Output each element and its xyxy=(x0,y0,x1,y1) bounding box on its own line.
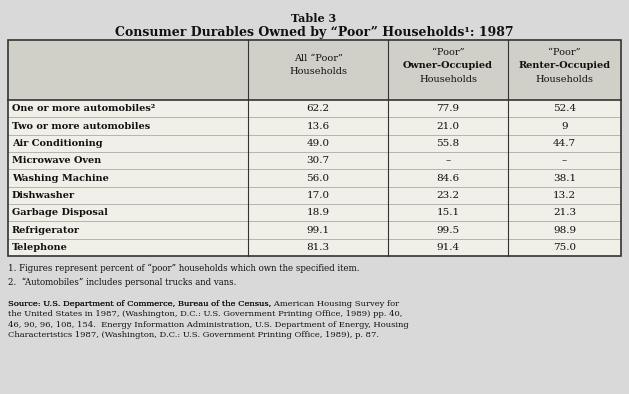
Text: Air Conditioning: Air Conditioning xyxy=(12,139,103,148)
Text: 75.0: 75.0 xyxy=(553,243,576,252)
Text: Washing Machine: Washing Machine xyxy=(12,173,109,182)
Text: Refrigerator: Refrigerator xyxy=(12,225,80,234)
Text: Renter-Occupied: Renter-Occupied xyxy=(518,61,611,70)
Text: Table 3: Table 3 xyxy=(291,13,337,24)
Text: 2.  “Automobiles” includes personal trucks and vans.: 2. “Automobiles” includes personal truck… xyxy=(8,278,237,287)
Text: Garbage Disposal: Garbage Disposal xyxy=(12,208,108,217)
Text: 81.3: 81.3 xyxy=(306,243,330,252)
Text: 21.0: 21.0 xyxy=(437,121,460,130)
Text: 77.9: 77.9 xyxy=(437,104,460,113)
Text: Households: Households xyxy=(535,75,594,84)
Text: 13.6: 13.6 xyxy=(306,121,330,130)
Text: Source: U.S. Department of Commerce, Bureau of the Census, American Housing Surv: Source: U.S. Department of Commerce, Bur… xyxy=(8,300,409,339)
Text: One or more automobiles²: One or more automobiles² xyxy=(12,104,155,113)
Text: 15.1: 15.1 xyxy=(437,208,460,217)
Text: 18.9: 18.9 xyxy=(306,208,330,217)
Text: 30.7: 30.7 xyxy=(306,156,330,165)
Text: 91.4: 91.4 xyxy=(437,243,460,252)
Text: 21.3: 21.3 xyxy=(553,208,576,217)
Text: 99.1: 99.1 xyxy=(306,225,330,234)
Text: 55.8: 55.8 xyxy=(437,139,460,148)
Text: Households: Households xyxy=(289,67,347,76)
Text: 1. Figures represent percent of “poor” households which own the specified item.: 1. Figures represent percent of “poor” h… xyxy=(8,264,360,273)
Bar xyxy=(8,40,621,256)
Text: 52.4: 52.4 xyxy=(553,104,576,113)
Text: 17.0: 17.0 xyxy=(306,191,330,200)
Text: 98.9: 98.9 xyxy=(553,225,576,234)
Bar xyxy=(8,40,621,100)
Text: –: – xyxy=(445,156,450,165)
Text: 99.5: 99.5 xyxy=(437,225,460,234)
Bar xyxy=(8,40,621,256)
Text: “Poor”: “Poor” xyxy=(548,48,581,57)
Text: –: – xyxy=(562,156,567,165)
Text: Consumer Durables Owned by “Poor” Households¹: 1987: Consumer Durables Owned by “Poor” Househ… xyxy=(114,26,513,39)
Text: 56.0: 56.0 xyxy=(306,173,330,182)
Text: 38.1: 38.1 xyxy=(553,173,576,182)
Text: 13.2: 13.2 xyxy=(553,191,576,200)
Text: 44.7: 44.7 xyxy=(553,139,576,148)
Text: 84.6: 84.6 xyxy=(437,173,460,182)
Text: Telephone: Telephone xyxy=(12,243,68,252)
Text: Households: Households xyxy=(419,75,477,84)
Text: 49.0: 49.0 xyxy=(306,139,330,148)
Text: Microwave Oven: Microwave Oven xyxy=(12,156,101,165)
Text: Owner-Occupied: Owner-Occupied xyxy=(403,61,493,70)
Text: Two or more automobiles: Two or more automobiles xyxy=(12,121,150,130)
Text: 62.2: 62.2 xyxy=(306,104,330,113)
Text: Source: U.S. Department of Commerce, Bureau of the Census,: Source: U.S. Department of Commerce, Bur… xyxy=(8,300,274,308)
Text: 23.2: 23.2 xyxy=(437,191,460,200)
Text: “Poor”: “Poor” xyxy=(431,48,464,57)
Text: 9: 9 xyxy=(561,121,568,130)
Text: All “Poor”: All “Poor” xyxy=(294,54,342,63)
Text: Dishwasher: Dishwasher xyxy=(12,191,75,200)
